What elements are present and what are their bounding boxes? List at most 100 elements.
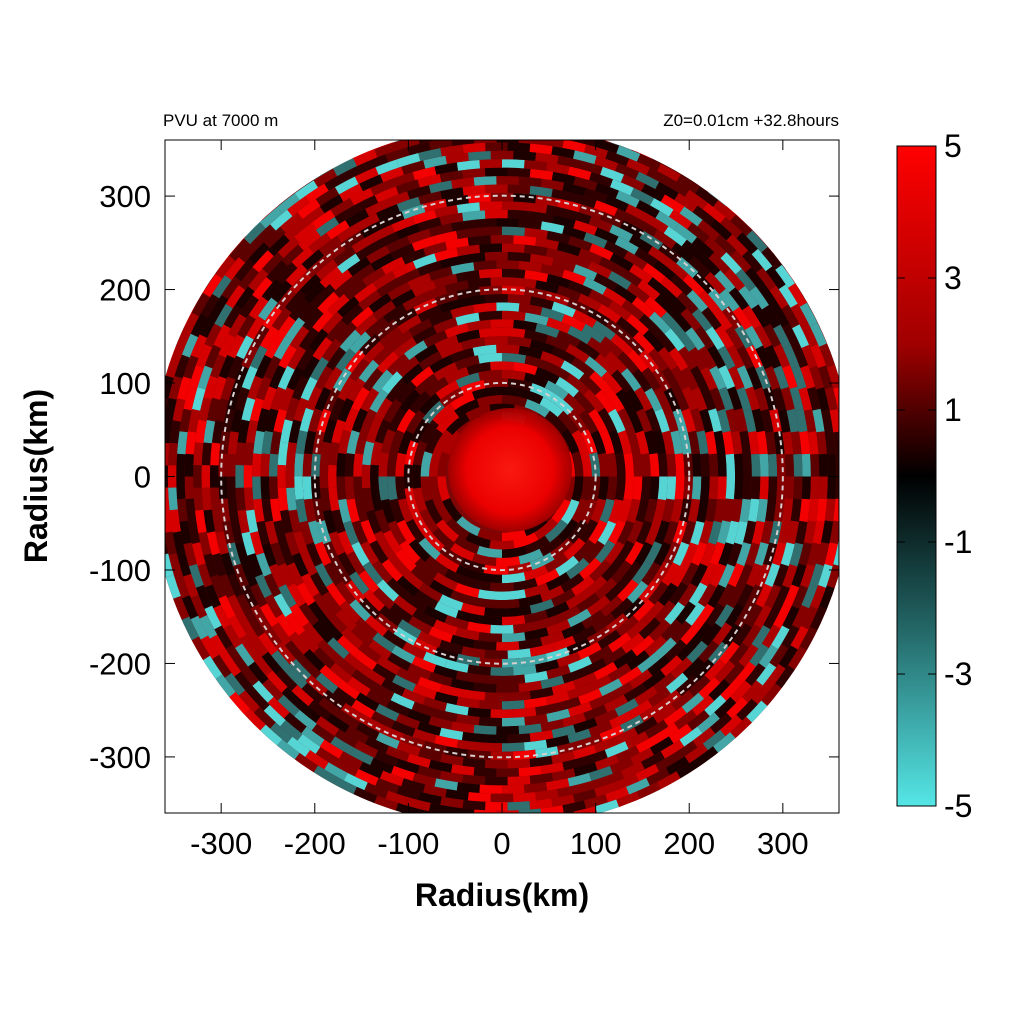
heatmap-cell <box>190 313 209 338</box>
heatmap-cell <box>371 711 395 729</box>
heatmap-cell <box>781 624 800 649</box>
heatmap-cell <box>587 595 611 616</box>
heatmap-cell <box>759 476 769 500</box>
heatmap-cell <box>330 198 354 217</box>
heatmap-cell <box>713 200 736 221</box>
heatmap-cell <box>284 712 307 734</box>
heatmap-cell <box>540 805 564 813</box>
heatmap-cell <box>685 602 706 626</box>
heatmap-cell <box>601 371 623 394</box>
heatmap-cell <box>644 214 669 234</box>
heatmap-cell <box>793 453 803 477</box>
heatmap-cell <box>507 142 531 152</box>
heatmap-cell <box>730 430 743 455</box>
heatmap-cell <box>801 453 811 477</box>
heatmap-cell <box>210 574 226 599</box>
heatmap-cell <box>518 218 542 230</box>
heatmap-cell <box>143 499 154 522</box>
heatmap-cell <box>595 140 620 154</box>
heatmap-cell <box>220 552 236 577</box>
heatmap-cell <box>763 386 778 411</box>
heatmap-cell <box>212 376 227 400</box>
range-ring-300 <box>220 194 784 759</box>
heatmap-cell <box>783 584 800 609</box>
heatmap-cell <box>578 248 603 265</box>
heatmap-cell <box>653 672 676 693</box>
heatmap-cell <box>228 313 247 338</box>
heatmap-cell <box>718 365 736 390</box>
heatmap-cell <box>579 373 602 396</box>
heatmap-cell <box>664 328 686 352</box>
heatmap-cell <box>631 296 655 318</box>
heatmap-cell <box>238 240 260 263</box>
heatmap-cell <box>396 153 421 168</box>
heatmap-cell <box>312 337 333 361</box>
heatmap-cell <box>709 365 727 390</box>
heatmap-cell <box>615 745 640 763</box>
heatmap-cell <box>654 637 677 659</box>
heatmap-cell <box>344 476 355 500</box>
heatmap-cell <box>376 579 399 602</box>
heatmap-cell <box>460 379 486 396</box>
heatmap-cell <box>551 680 576 696</box>
heatmap-cell <box>391 172 415 188</box>
heatmap-cell <box>625 387 644 412</box>
heatmap-cell <box>461 252 486 264</box>
heatmap-cell <box>758 285 779 309</box>
heatmap-cell <box>676 174 700 194</box>
heatmap-cell <box>699 520 714 545</box>
heatmap-cell <box>396 667 421 685</box>
heatmap-cell <box>496 176 520 185</box>
heatmap-cell <box>691 308 713 332</box>
heatmap-cell <box>708 252 731 275</box>
heatmap-cell <box>663 387 681 412</box>
heatmap-cell <box>576 592 601 613</box>
heatmap-cell <box>478 572 502 584</box>
heatmap-cell <box>346 378 366 402</box>
heatmap-cell <box>760 520 774 545</box>
heatmap-cell <box>198 397 212 422</box>
heatmap-cell <box>609 224 633 242</box>
heatmap-cell <box>743 520 757 545</box>
heatmap-cell <box>442 498 463 523</box>
heatmap-cell <box>717 408 731 433</box>
heatmap-cell <box>625 204 649 222</box>
heatmap-cell <box>381 371 403 394</box>
heatmap-cell <box>551 214 576 229</box>
heatmap-cell <box>478 310 502 321</box>
heatmap-cell <box>698 254 721 276</box>
heatmap-cell <box>638 349 660 373</box>
heatmap-cell <box>799 498 811 522</box>
heatmap-cell <box>372 300 396 321</box>
heatmap-cell <box>349 331 371 354</box>
heatmap-cell <box>593 661 618 680</box>
heatmap-cell <box>400 567 424 590</box>
heatmap-cell <box>490 361 514 371</box>
heatmap-cell <box>546 572 571 591</box>
heatmap-cell <box>660 194 685 214</box>
heatmap-cell <box>428 180 453 194</box>
heatmap-cell <box>434 601 459 619</box>
heatmap-cell <box>403 592 428 613</box>
heatmap-cell <box>270 722 293 744</box>
heatmap-cell <box>461 689 486 701</box>
heatmap-cell <box>420 451 433 477</box>
heatmap-cell <box>833 542 839 567</box>
heatmap-cell <box>260 603 279 627</box>
heatmap-cell <box>705 603 725 627</box>
heatmap-cell <box>557 410 579 435</box>
heatmap-cell <box>484 251 508 261</box>
heatmap-cell <box>632 476 643 501</box>
heatmap-cell <box>660 311 683 334</box>
heatmap-cell <box>262 306 282 330</box>
heatmap-cell <box>297 734 321 754</box>
heatmap-cell <box>495 386 521 397</box>
heatmap-cell <box>259 724 283 746</box>
heatmap-cell <box>456 739 480 751</box>
heatmap-cell <box>484 649 508 660</box>
heatmap-cell <box>567 409 589 434</box>
heatmap-cell <box>229 238 251 261</box>
heatmap-cell <box>277 464 286 489</box>
heatmap-cell <box>450 590 475 606</box>
heatmap-cell <box>600 166 624 183</box>
